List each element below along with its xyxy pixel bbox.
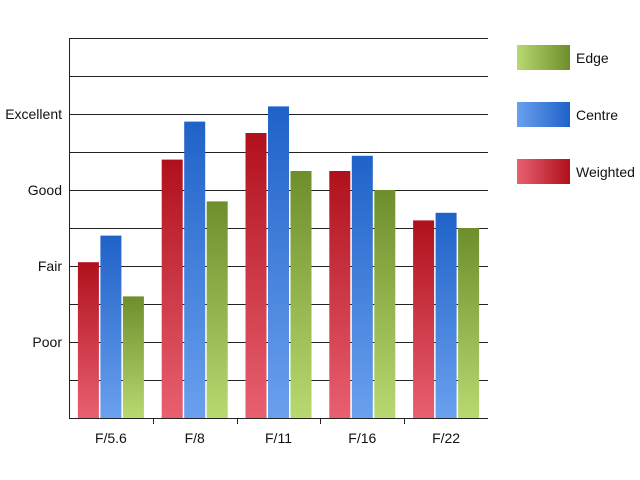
bar-centre-f16 bbox=[351, 155, 373, 419]
bar-centre-f56 bbox=[100, 235, 122, 418]
bar-weighted-f22 bbox=[413, 220, 435, 418]
y-tick-label: Poor bbox=[32, 334, 62, 350]
bars bbox=[77, 106, 480, 419]
legend-swatch-edge bbox=[517, 45, 570, 70]
bar-weighted-f56 bbox=[77, 262, 99, 418]
bar-edge-f16 bbox=[374, 190, 396, 418]
x-tick-label: F/16 bbox=[348, 430, 376, 446]
bar-weighted-f8 bbox=[161, 159, 183, 418]
x-tick-label: F/8 bbox=[185, 430, 205, 446]
legend-swatch-centre bbox=[517, 102, 570, 127]
axes bbox=[69, 38, 488, 424]
bar-centre-f11 bbox=[268, 106, 289, 419]
bar-edge-f8 bbox=[206, 201, 228, 418]
bar-weighted-f16 bbox=[329, 171, 351, 418]
bar-edge-f22 bbox=[458, 228, 480, 418]
x-tick-label: F/5.6 bbox=[95, 430, 127, 446]
legend-label-weighted: Weighted bbox=[576, 164, 635, 180]
x-tick-labels: F/5.6 F/8 F/11 F/16 F/22 bbox=[95, 430, 460, 446]
y-tick-label: Excellent bbox=[5, 106, 62, 122]
y-tick-label: Good bbox=[28, 182, 62, 198]
bar-centre-f8 bbox=[184, 121, 206, 418]
legend: Edge Centre Weighted bbox=[517, 45, 635, 184]
x-tick-label: F/22 bbox=[432, 430, 460, 446]
bar-weighted-f11 bbox=[245, 133, 267, 418]
bar-edge-f11 bbox=[290, 171, 312, 418]
bar-edge-f56 bbox=[122, 296, 144, 418]
x-tick-label: F/11 bbox=[265, 430, 292, 446]
y-tick-labels: Poor Fair Good Excellent bbox=[5, 106, 62, 350]
y-tick-label: Fair bbox=[38, 258, 62, 274]
legend-swatch-weighted bbox=[517, 159, 570, 184]
bar-centre-f22 bbox=[435, 212, 457, 418]
legend-label-edge: Edge bbox=[576, 50, 609, 66]
legend-label-centre: Centre bbox=[576, 107, 618, 123]
